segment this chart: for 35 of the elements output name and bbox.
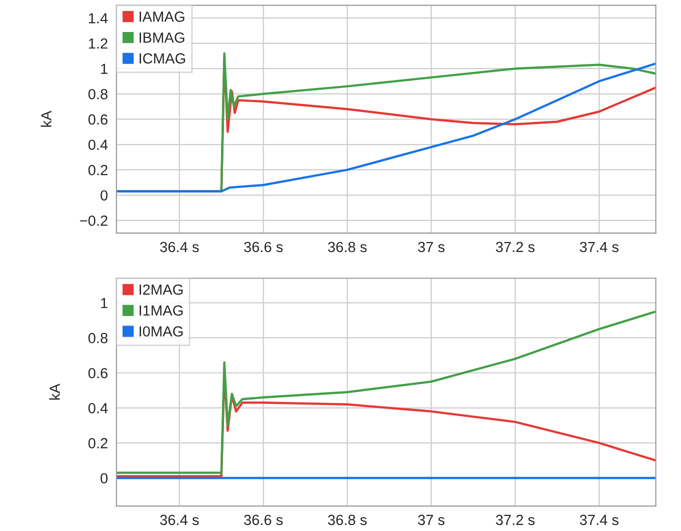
y-tick-label: 0 [100,190,108,201]
x-tick-label: 37.2 s [496,242,535,252]
x-tick-label: 37 s [418,514,445,526]
y-tick-label: 0.6 [88,114,108,125]
y-tick-label: 1.2 [88,38,108,49]
legend-label: I0MAG [140,326,183,337]
legend-label: I2MAG [140,284,183,295]
y-tick-label: 0.8 [88,89,108,100]
x-tick-label: 36.8 s [328,242,367,252]
y-tick-label: 0.4 [88,140,108,150]
x-tick-label: 36.6 s [244,242,283,252]
x-tick-label: 36.6 s [244,514,283,526]
legend-label: I1MAG [140,305,183,316]
y-axis-title: kA [40,110,52,127]
y-tick-label: −0.2 [80,216,108,226]
y-tick-label: 0.4 [88,403,108,414]
x-tick-label: 37.4 s [580,242,618,252]
y-tick-label: 0.2 [88,164,108,176]
x-tick-label: 37.2 s [496,514,535,526]
y-tick-label: 0 [100,473,108,484]
x-tick-label: 37 s [418,242,445,252]
x-tick-label: 36.8 s [328,514,367,526]
y-tick-label: 1 [101,64,108,74]
x-tick-label: 37.4 s [580,514,618,526]
legend-label: IAMAG [140,12,184,22]
legend-label: IBMAG [140,32,184,43]
legend-label: ICMAG [140,53,186,64]
y-tick-label: 1.4 [88,13,108,24]
y-tick-label: 0.6 [88,368,108,378]
y-tick-label: 0.8 [88,332,108,344]
y-tick-label: 1 [101,298,108,308]
x-tick-label: 36.4 s [160,242,199,252]
y-tick-label: 0.2 [88,438,108,448]
x-tick-label: 36.4 s [160,514,199,526]
y-axis-title: kA [49,384,60,400]
